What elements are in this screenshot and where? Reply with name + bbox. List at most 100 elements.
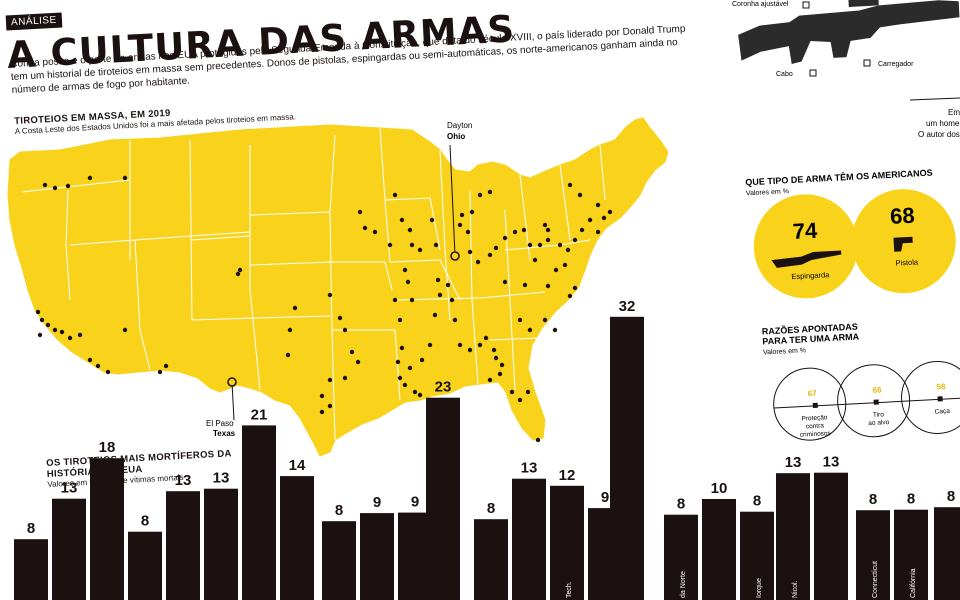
shooting-dot	[467, 347, 473, 353]
shooting-dot	[342, 375, 348, 381]
shooting-dot	[553, 267, 559, 273]
bar-value-label: 10	[711, 480, 728, 497]
shooting-dot	[545, 283, 551, 289]
rifle-illustration	[738, 0, 960, 65]
bar-value-label: 13	[175, 472, 192, 489]
shooting-dot	[95, 363, 101, 369]
shooting-dot	[537, 242, 543, 248]
shooting-dot	[342, 327, 348, 333]
note-line-1: Em	[948, 108, 960, 117]
shooting-dot	[87, 357, 93, 363]
shooting-dot	[567, 293, 573, 299]
bar-chart: 8 13 18 8 13 13 21 14 8 9 9 23 8 13 12 9 32 8 10 8 13 13 8 8 8 Te…	[14, 298, 960, 600]
elpaso-city-label: El Paso	[206, 419, 234, 428]
shooting-dot	[477, 342, 483, 348]
shooting-dot	[459, 212, 465, 218]
reason-label-1c: criminosos	[800, 430, 832, 439]
bar-value-label: 13	[213, 470, 230, 487]
shooting-dot	[287, 327, 293, 333]
bar-value-label: 8	[869, 491, 877, 508]
shooting-dot	[87, 175, 93, 181]
shooting-dot	[457, 342, 463, 348]
shooting-dot	[409, 242, 415, 248]
bar	[934, 507, 960, 600]
bar-value-label: 21	[251, 406, 268, 423]
reason-marker-2	[873, 399, 879, 405]
bar-value-label: 8	[141, 513, 149, 530]
bar	[204, 488, 238, 600]
bar-value-label: 8	[907, 491, 915, 508]
shooting-dot	[412, 389, 418, 395]
shooting-dot	[319, 393, 325, 399]
dayton-leader	[449, 144, 456, 256]
shooting-dot	[417, 247, 423, 253]
shooting-dot	[595, 229, 601, 235]
bar-category-label: da Norte	[680, 571, 687, 598]
bar-category-label: Connecticut	[872, 561, 879, 598]
rifle-value: 74	[792, 218, 819, 244]
rifle-circle	[753, 194, 858, 299]
note-line-2: um homem, de	[926, 119, 960, 128]
reason-value-1: 67	[807, 389, 817, 398]
shooting-dot	[502, 279, 508, 285]
reasons-subtitle: Valores em %	[763, 347, 806, 356]
shooting-dot	[595, 202, 601, 208]
shooting-dot	[163, 363, 169, 369]
shooting-dot	[407, 365, 413, 371]
dayton-city-label: Dayton	[447, 121, 472, 130]
dayton-state-label: Ohio	[447, 132, 465, 141]
bar	[280, 476, 314, 600]
shooting-dot	[65, 183, 71, 189]
shooting-dot	[545, 227, 551, 233]
bar	[550, 485, 584, 600]
shooting-dot	[392, 297, 398, 303]
shooting-dot	[567, 182, 573, 188]
shooting-dots	[35, 175, 613, 443]
shooting-dot	[52, 327, 58, 333]
bar-value-label: 9	[411, 494, 419, 511]
shooting-dot	[512, 229, 518, 235]
shooting-dot	[433, 242, 439, 248]
bar-value-label: 32	[619, 298, 636, 315]
shooting-dot	[437, 292, 443, 298]
bar	[52, 498, 86, 600]
shooting-dot	[475, 259, 481, 265]
bar	[128, 531, 162, 600]
shooting-dot	[509, 389, 515, 395]
shooting-dot	[435, 277, 441, 283]
bar-value-label: 8	[947, 488, 955, 505]
note-rule	[909, 97, 960, 101]
shooting-dot	[285, 352, 291, 358]
bar	[14, 539, 48, 600]
shooting-dot	[122, 175, 128, 181]
shooting-dot	[572, 285, 578, 291]
reason-label-3a: Caça	[935, 408, 951, 416]
shooting-dot	[542, 222, 548, 228]
shooting-dot	[535, 437, 541, 443]
gun-label-grip: Cabo	[776, 71, 793, 78]
bar-category-label: Califórnia	[910, 568, 917, 598]
bar	[242, 425, 276, 600]
weapon-types-subtitle: Valores em %	[746, 188, 789, 197]
shooting-dot	[572, 237, 578, 243]
shooting-dot	[399, 345, 405, 351]
shooting-dot	[469, 209, 475, 215]
shooting-dot	[349, 349, 355, 355]
shooting-dot	[337, 315, 343, 321]
shooting-dot	[577, 192, 583, 198]
shooting-dot	[357, 209, 363, 215]
reason-circle-3	[901, 360, 960, 434]
shooting-dot	[607, 209, 613, 215]
shooting-dot	[427, 342, 433, 348]
shooting-dot	[432, 312, 438, 318]
shooting-dot	[395, 359, 401, 365]
rifle-icon	[771, 250, 842, 268]
shooting-dot	[542, 317, 548, 323]
pistol-value: 68	[889, 203, 915, 229]
bar-value-label: 8	[335, 502, 343, 519]
shooting-dot	[449, 297, 455, 303]
bar-value-label: 12	[559, 467, 576, 484]
shooting-dot	[521, 227, 527, 233]
shooting-dot	[417, 392, 423, 398]
bar	[90, 458, 124, 600]
